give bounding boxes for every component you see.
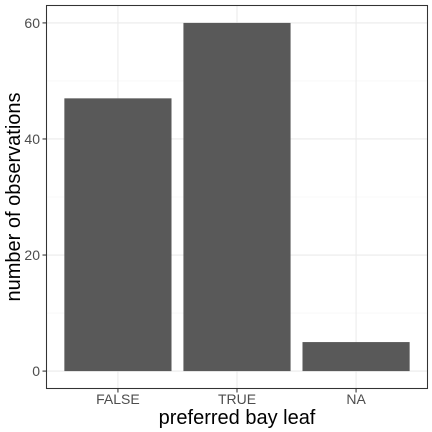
y-tick-label: 0: [32, 363, 40, 379]
x-tick-label: TRUE: [218, 391, 256, 407]
y-tick-label: 40: [24, 131, 40, 147]
bar-na: [302, 342, 410, 372]
y-axis: 0 20 40 60: [24, 15, 47, 379]
x-tick-label: FALSE: [96, 391, 140, 407]
x-tick-label: NA: [346, 391, 366, 407]
bar-true: [183, 22, 291, 372]
bars: [64, 22, 410, 372]
x-axis: FALSE TRUE NA: [96, 388, 366, 407]
x-axis-title: preferred bay leaf: [159, 407, 316, 429]
bar-false: [64, 98, 172, 372]
y-tick-label: 20: [24, 247, 40, 263]
y-tick-label: 60: [24, 15, 40, 31]
y-axis-title: number of observations: [3, 92, 25, 301]
